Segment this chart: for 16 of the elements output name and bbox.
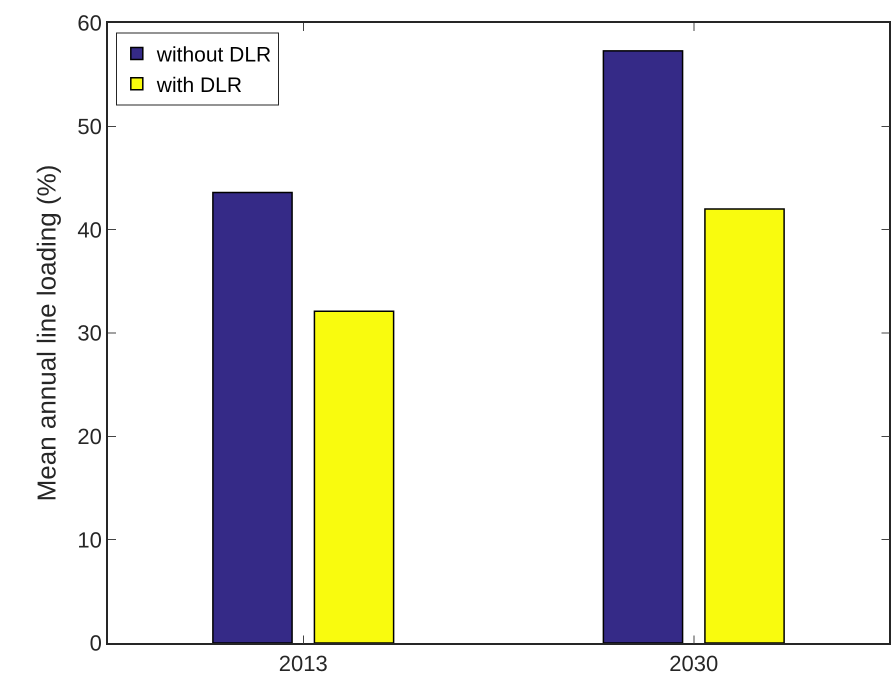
legend-label: with DLR — [156, 74, 242, 97]
legend-label: without DLR — [156, 44, 272, 67]
y-tick-label: 30 — [77, 320, 102, 346]
y-tick-label: 50 — [77, 114, 102, 140]
x-tick-label: 2030 — [669, 651, 718, 676]
y-tick-label: 40 — [77, 217, 102, 242]
bar — [314, 310, 394, 643]
y-axis-title: Mean annual line loading (%) — [31, 164, 62, 502]
y-tick-label: 20 — [77, 424, 102, 450]
y-tick-label: 10 — [77, 527, 102, 552]
bar — [212, 192, 293, 643]
x-tick-label: 2013 — [278, 651, 328, 676]
bar — [704, 208, 785, 643]
bar — [602, 50, 684, 643]
y-tick-label: 60 — [77, 10, 102, 36]
y-tick-label: 0 — [90, 630, 102, 656]
